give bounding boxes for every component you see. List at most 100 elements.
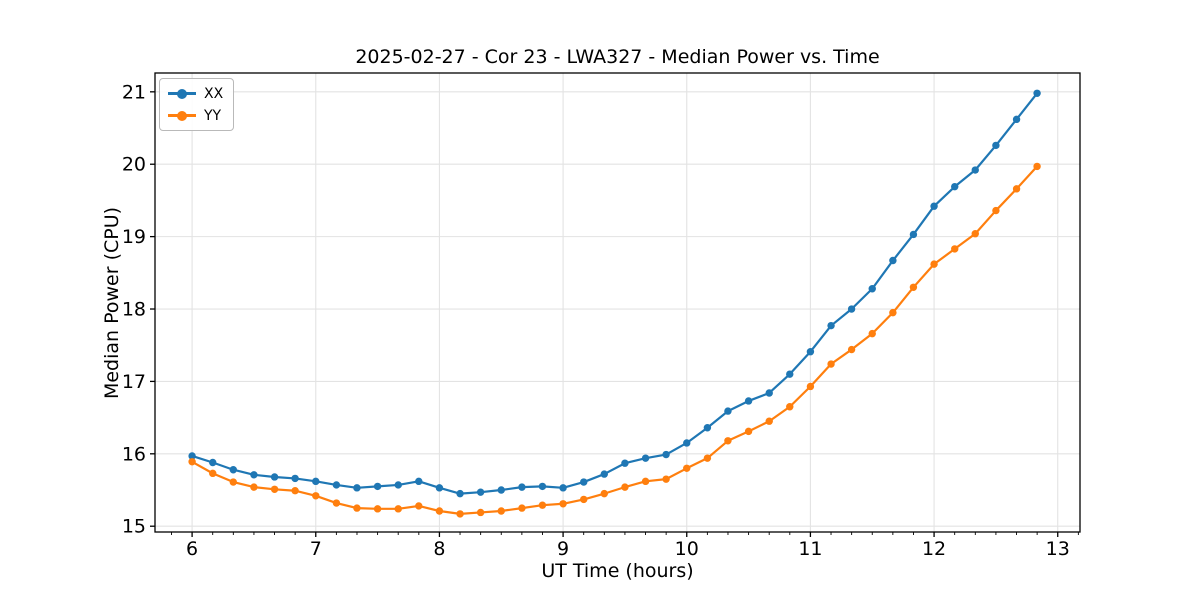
data-point [580, 495, 588, 504]
legend-label-xx: XX [204, 85, 224, 102]
data-point [559, 500, 567, 508]
x-tick-label: 13 [1046, 538, 1070, 560]
data-point [909, 230, 918, 239]
data-point [786, 403, 794, 411]
x-tick-label: 9 [557, 538, 569, 560]
y-tick-label: 17 [122, 371, 146, 393]
data-point [332, 499, 341, 507]
data-point [518, 504, 526, 512]
x-tick-label: 10 [675, 538, 699, 560]
data-point [765, 417, 773, 425]
data-point [456, 489, 464, 498]
data-point [188, 458, 196, 466]
data-point [600, 489, 608, 498]
data-point [559, 484, 567, 492]
data-point [703, 454, 712, 462]
data-point [394, 505, 402, 513]
data-point [951, 182, 959, 191]
data-point [827, 321, 835, 330]
x-tick-label: 7 [310, 538, 322, 560]
data-point [847, 345, 856, 354]
data-point [683, 439, 691, 447]
data-point [951, 245, 959, 253]
data-point [971, 166, 979, 174]
data-point [621, 459, 629, 467]
data-point [456, 510, 464, 518]
y-tick-label: 21 [122, 81, 146, 103]
data-point [930, 202, 938, 210]
axis-ticks: 6 7 8 9 10 11 12 13 15 16 17 18 19 20 21 [122, 81, 1079, 560]
data-point [724, 437, 732, 445]
chart-title: 2025-02-27 - Cor 23 - LWA327 - Median Po… [355, 46, 880, 68]
y-tick-label: 16 [122, 443, 146, 465]
data-point [250, 471, 258, 479]
data-point [312, 492, 320, 500]
x-tick-label: 6 [186, 538, 198, 560]
data-point [1033, 89, 1041, 97]
data-point [312, 477, 320, 486]
data-point [724, 407, 732, 415]
data-point [641, 454, 650, 462]
data-point [847, 305, 856, 313]
data-point [476, 488, 485, 496]
data-point [394, 481, 402, 489]
data-point [518, 483, 526, 491]
data-point [1012, 115, 1021, 124]
data-point [868, 329, 876, 338]
data-point [641, 477, 650, 486]
legend-item-xx: XX [168, 84, 223, 103]
data-point [992, 141, 1000, 150]
legend-line-sample-icon [168, 88, 196, 99]
data-point [827, 360, 835, 368]
data-point [229, 478, 237, 486]
data-point [786, 370, 794, 378]
data-point [765, 389, 773, 397]
data-point [806, 382, 815, 391]
legend: XX YY [159, 78, 235, 131]
data-point [868, 285, 876, 293]
data-point [497, 486, 505, 494]
data-point [683, 464, 691, 472]
data-point [250, 483, 258, 491]
data-point [889, 308, 897, 317]
data-point [291, 474, 299, 483]
data-point [373, 505, 382, 513]
y-tick-label: 18 [122, 299, 146, 321]
series-line [190, 165, 1039, 516]
plot-border [154, 72, 1081, 533]
data-point [497, 507, 505, 515]
data-point [270, 485, 279, 493]
data-point [600, 470, 608, 478]
data-point [415, 477, 423, 486]
data-point [415, 502, 423, 510]
data-point [909, 283, 918, 291]
y-tick-label: 20 [122, 154, 146, 176]
x-axis-label: UT Time (hours) [541, 560, 694, 582]
x-tick-label: 12 [922, 538, 946, 560]
data-point [476, 508, 485, 517]
data-point [744, 397, 753, 405]
series-yy [188, 162, 1041, 518]
data-point [662, 450, 670, 459]
data-point [353, 484, 361, 492]
y-tick-label: 19 [122, 226, 146, 248]
data-point [373, 482, 382, 491]
data-point [209, 469, 217, 478]
x-tick-label: 11 [798, 538, 822, 560]
data-point [435, 484, 444, 492]
data-point [992, 206, 1000, 215]
data-point [703, 424, 712, 432]
gridlines [155, 73, 1080, 532]
data-point [971, 230, 979, 238]
data-point [806, 348, 815, 356]
data-point [538, 501, 547, 509]
y-tick-label: 15 [122, 516, 146, 538]
data-point [270, 473, 279, 481]
data-point [1033, 162, 1041, 171]
x-tick-label: 8 [433, 538, 445, 560]
data-point [538, 482, 547, 491]
series-line [190, 92, 1039, 495]
data-point [332, 481, 341, 489]
legend-line-sample-icon [168, 110, 196, 121]
